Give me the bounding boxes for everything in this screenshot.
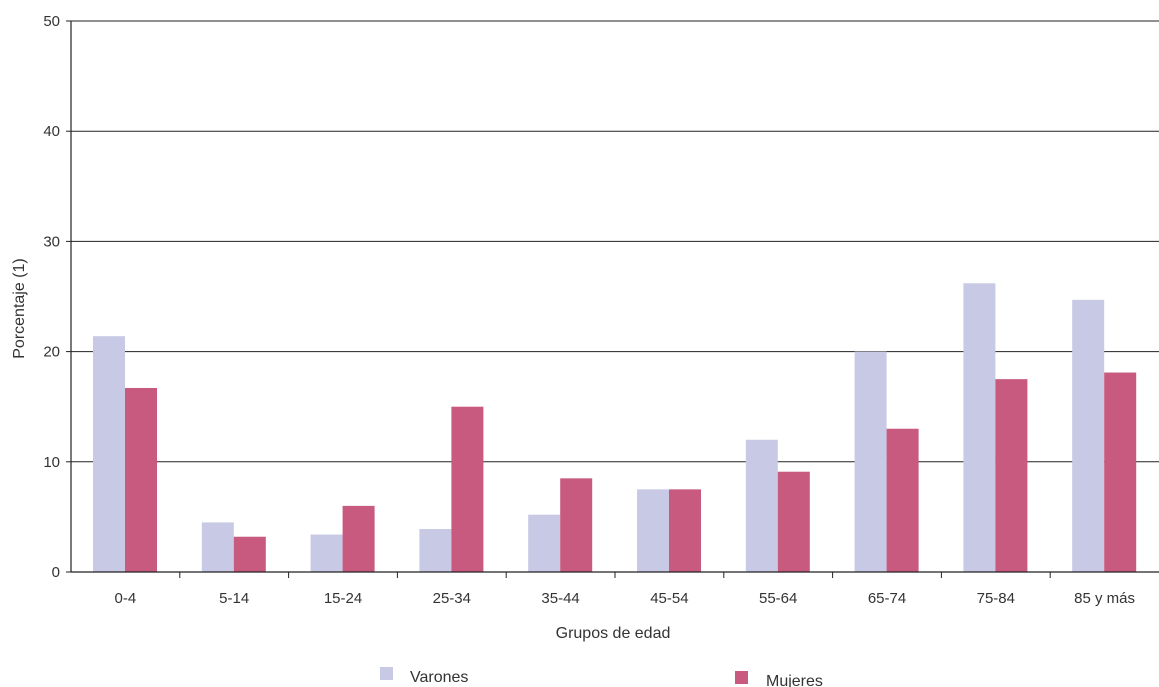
x-tick-label: 75-84: [977, 590, 1015, 607]
y-tick-label: 50: [43, 13, 60, 30]
bar-varones: [963, 283, 996, 572]
y-axis-title: Porcentaje (1): [11, 258, 28, 359]
y-tick-labels: 0 10 20 30 40 50: [43, 13, 60, 581]
bar-varones: [854, 351, 887, 572]
y-tick-label: 40: [43, 123, 60, 140]
bar-mujeres: [669, 489, 701, 572]
bar-mujeres: [777, 471, 810, 572]
x-tick-labels: 0-4 5-14 15-24 25-34 35-44 45-54 55-64 65-74 75-…: [115, 572, 1135, 607]
bar-mujeres: [233, 536, 266, 572]
y-tick-label: 10: [43, 454, 60, 471]
legend: Varones Mujeres: [380, 667, 823, 687]
legend-label-varones: Varones: [410, 669, 468, 686]
x-tick-label: 15-24: [324, 590, 362, 607]
bars: [93, 283, 1137, 572]
y-tick-label: 0: [52, 564, 60, 581]
x-tick-label: 0-4: [115, 590, 137, 607]
bar-varones: [201, 522, 234, 572]
bar-mujeres: [342, 505, 375, 572]
x-tick-label: 25-34: [433, 590, 471, 607]
x-tick-label: 45-54: [650, 590, 688, 607]
legend-swatch-mujeres: [735, 671, 748, 684]
x-tick-label: 35-44: [541, 590, 579, 607]
bar-varones: [637, 489, 669, 572]
legend-item-mujeres: Mujeres: [735, 671, 823, 687]
bar-mujeres: [125, 387, 157, 572]
bar-varones: [310, 534, 343, 572]
y-tick-label: 20: [43, 344, 60, 361]
x-tick-label: 65-74: [868, 590, 906, 607]
bar-varones: [745, 439, 778, 572]
legend-label-mujeres: Mujeres: [766, 673, 823, 687]
x-axis-title: Grupos de edad: [556, 625, 671, 642]
bar-varones: [528, 514, 561, 572]
bar-mujeres: [995, 379, 1028, 572]
x-tick-label: 85 y más: [1074, 590, 1135, 607]
bar-mujeres: [451, 406, 484, 572]
bar-mujeres: [560, 478, 593, 572]
x-tick-label: 55-64: [759, 590, 797, 607]
legend-item-varones: Varones: [380, 667, 468, 686]
x-tick-label: 5-14: [219, 590, 249, 607]
bar-mujeres: [886, 428, 919, 572]
bar-varones: [419, 529, 452, 572]
bar-varones: [1072, 299, 1105, 572]
bar-mujeres: [1104, 372, 1137, 572]
bar-varones: [93, 336, 125, 572]
legend-swatch-varones: [380, 667, 393, 680]
y-tick-label: 30: [43, 233, 60, 250]
